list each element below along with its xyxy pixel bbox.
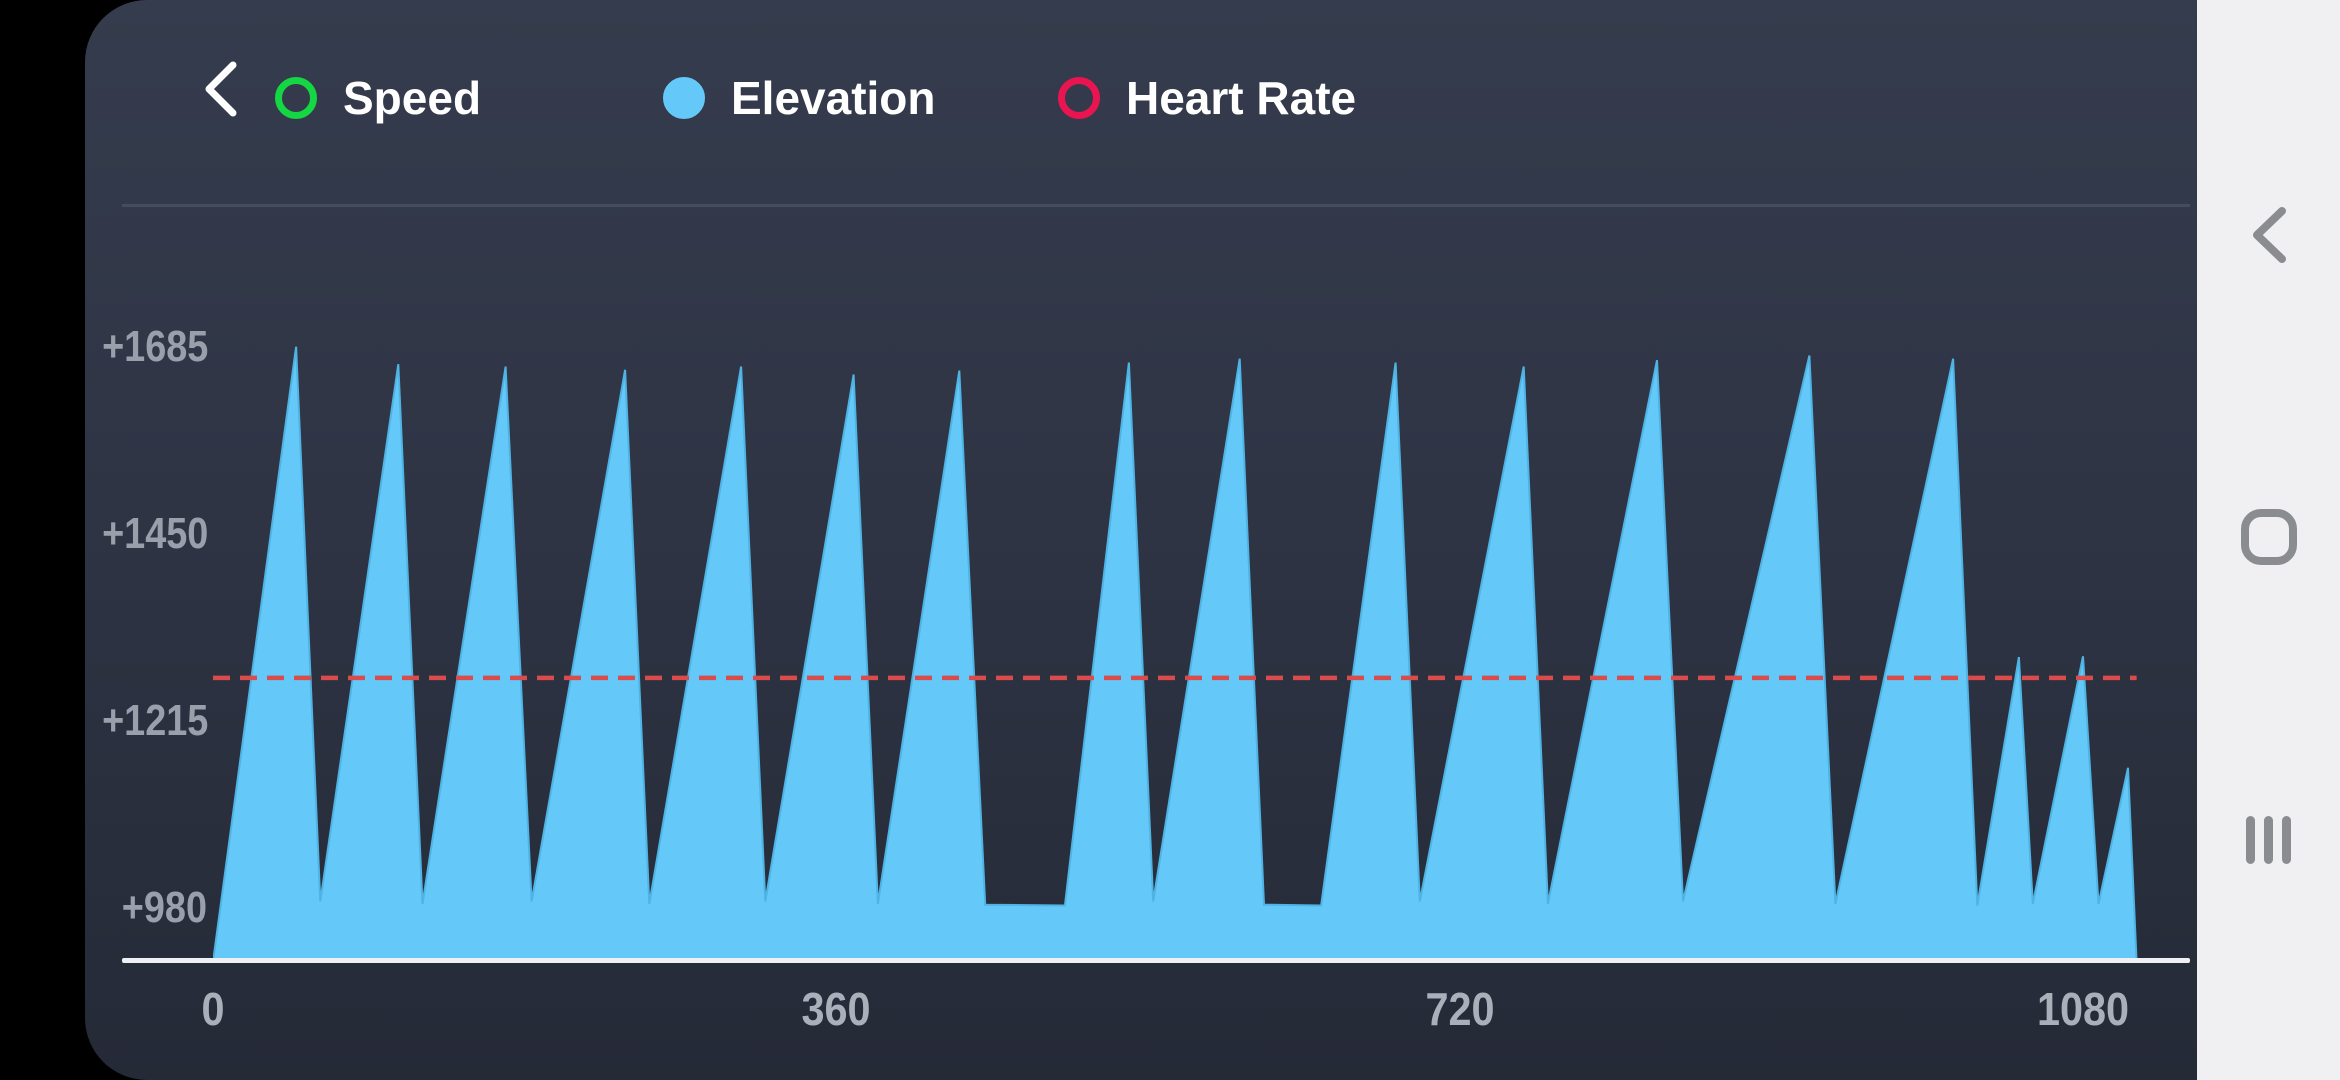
nav-back-button[interactable] — [2197, 175, 2340, 295]
header-divider — [122, 204, 2190, 207]
elevation-outline — [213, 346, 2138, 962]
workout-chart-screen: Speed Elevation Heart Rate +1685 +1450 +12… — [85, 0, 2197, 1080]
elevation-area — [213, 346, 2137, 962]
y-tick-label: +1450 — [102, 508, 209, 558]
legend-item-heart-rate[interactable]: Heart Rate — [1058, 72, 1356, 124]
x-tick-label: 720 — [1425, 983, 1495, 1035]
chart-plot-area[interactable] — [213, 330, 2173, 962]
x-tick-label: 1080 — [2036, 983, 2130, 1035]
nav-home-button[interactable] — [2197, 477, 2340, 597]
back-button[interactable] — [195, 58, 245, 120]
x-tick-label: 0 — [201, 983, 225, 1035]
back-icon — [2252, 207, 2286, 263]
legend-label-speed: Speed — [343, 72, 482, 124]
legend-dot — [663, 77, 705, 119]
legend-item-speed[interactable]: Speed — [275, 72, 481, 124]
chevron-left-icon — [205, 61, 237, 117]
legend-label-elevation: Elevation — [731, 72, 936, 124]
x-tick-label: 360 — [801, 983, 871, 1035]
elevation-area-chart — [213, 346, 2138, 962]
legend-dot — [275, 77, 317, 119]
recents-icon — [2245, 816, 2291, 864]
y-tick-label: +980 — [121, 882, 207, 932]
android-nav-rail — [2197, 0, 2340, 1080]
home-icon — [2240, 509, 2297, 565]
x-axis-line — [122, 958, 2190, 963]
legend-item-elevation[interactable]: Elevation — [663, 72, 936, 124]
y-tick-label: +1685 — [102, 321, 209, 371]
legend-label-heart-rate: Heart Rate — [1126, 72, 1357, 124]
nav-recents-button[interactable] — [2197, 780, 2340, 900]
legend-dot — [1058, 77, 1100, 119]
y-tick-label: +1215 — [102, 695, 209, 745]
